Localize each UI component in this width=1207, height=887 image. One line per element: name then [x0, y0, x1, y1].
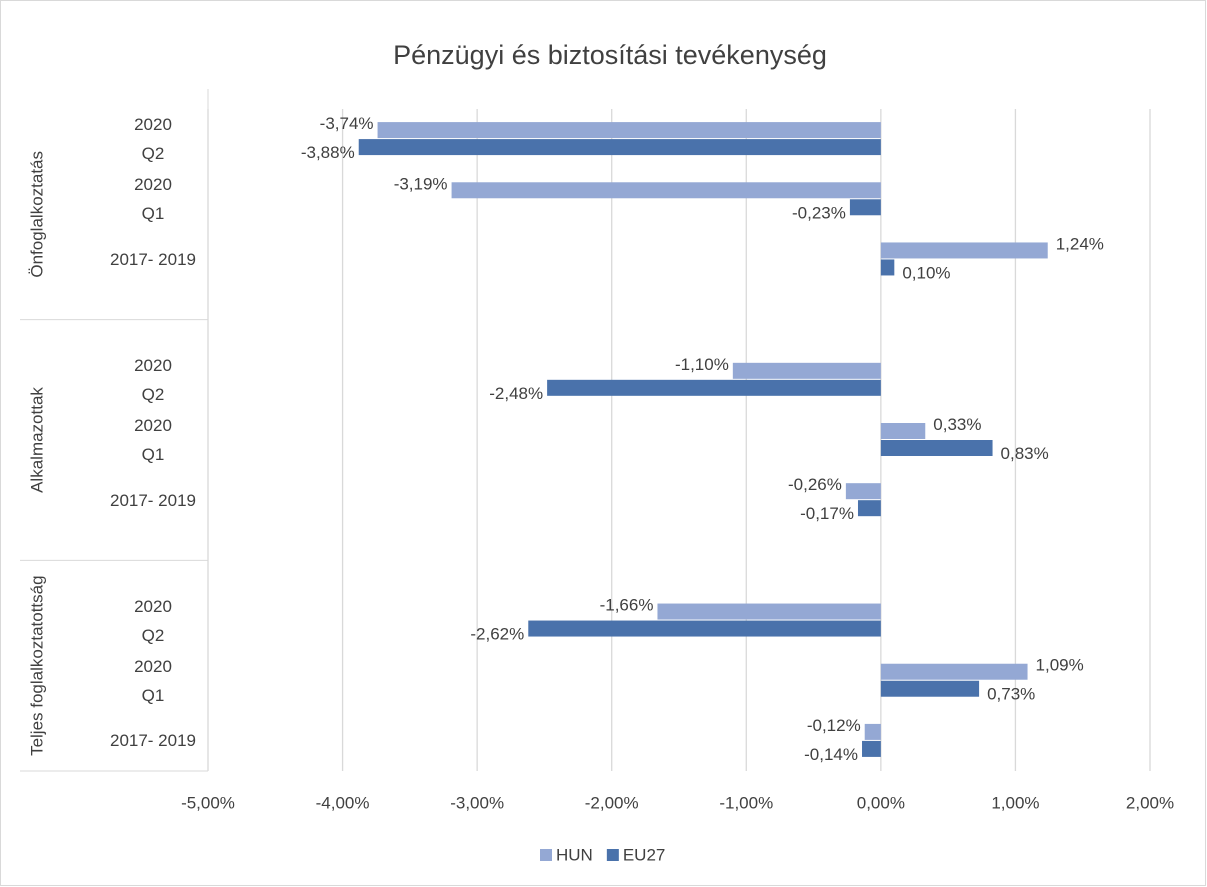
data-label: 1,24%: [1056, 234, 1104, 253]
data-label: -0,26%: [788, 475, 842, 494]
x-tick-label: 0,00%: [857, 793, 905, 812]
legend-swatch: [540, 849, 552, 861]
bar: [880, 440, 993, 456]
bar: [547, 379, 881, 396]
bar: [880, 680, 980, 697]
legend-swatch: [606, 849, 619, 861]
group-label: Önfoglalkoztatás: [27, 151, 46, 278]
data-label: -0,14%: [804, 745, 858, 764]
chart-title: Pénzügyi és biztosítási tevékenység: [393, 40, 827, 70]
bar: [857, 500, 881, 517]
data-label: 0,33%: [933, 415, 981, 434]
bar: [732, 362, 881, 379]
bar: [451, 182, 881, 199]
y-tick-label: 2017- 2019: [109, 490, 197, 510]
x-tick-label: 1,00%: [991, 793, 1039, 812]
bar: [377, 122, 881, 139]
y-tick-label: 2020 Q1: [134, 175, 172, 224]
data-label: -1,10%: [675, 355, 729, 374]
data-label: 1,09%: [1036, 656, 1084, 675]
data-label: 0,10%: [902, 263, 950, 282]
bar: [880, 423, 926, 439]
data-label: -1,66%: [600, 596, 654, 615]
bar: [657, 603, 881, 620]
bar: [849, 199, 881, 216]
y-tick-label: 2017- 2019: [109, 249, 197, 269]
y-tick-label: 2020 Q1: [134, 416, 172, 464]
data-label: -3,74%: [320, 114, 374, 133]
bar: [862, 740, 881, 757]
x-tick-label: -3,00%: [450, 793, 504, 812]
bar: [880, 242, 1048, 259]
x-tick-label: -5,00%: [181, 793, 235, 812]
data-label: 0,83%: [1001, 444, 1049, 463]
y-tick-label: 2020 Q2: [134, 596, 172, 645]
group-label: Alkalmazottak: [27, 387, 46, 493]
x-tick-label: -4,00%: [316, 793, 370, 812]
x-tick-label: -2,00%: [585, 793, 639, 812]
y-tick-label: 2020 Q1: [134, 656, 172, 705]
y-tick-label: 2020 Q2: [134, 355, 172, 404]
x-tick-label: -1,00%: [719, 793, 773, 812]
data-label: -2,48%: [489, 384, 543, 403]
bar: [528, 620, 881, 637]
data-label: -2,62%: [470, 625, 524, 644]
y-tick-label: 2017- 2019: [109, 731, 197, 751]
legend-label: HUN: [556, 845, 593, 864]
bar: [358, 139, 881, 156]
data-label: -3,88%: [301, 143, 355, 162]
legend-label: EU27: [623, 845, 666, 864]
data-label: -0,12%: [807, 716, 861, 735]
data-label: -0,17%: [800, 504, 854, 523]
bar: [880, 663, 1028, 680]
y-tick-label: 2020 Q2: [134, 115, 172, 164]
group-label: Teljes foglalkoztatottság: [27, 575, 46, 756]
bar: [845, 483, 881, 500]
bar: [880, 259, 895, 276]
x-tick-label: 2,00%: [1126, 793, 1174, 812]
data-label: -0,23%: [792, 203, 846, 222]
bar: [864, 723, 881, 740]
data-label: -3,19%: [394, 174, 448, 193]
data-label: 0,73%: [987, 685, 1035, 704]
